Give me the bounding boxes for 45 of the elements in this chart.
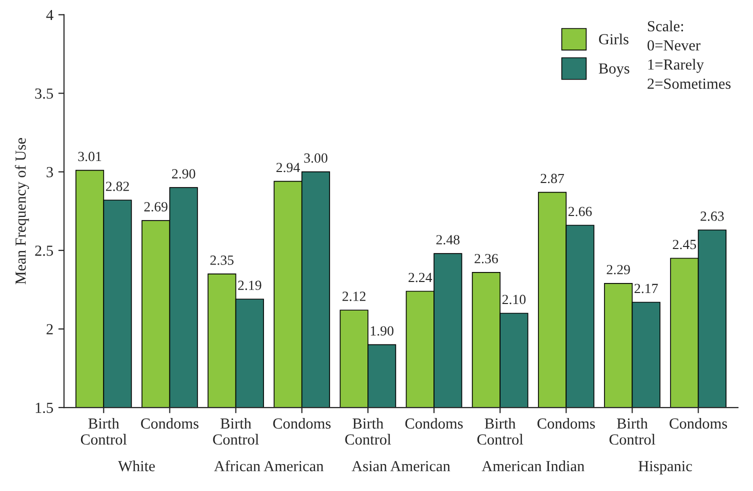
y-tick-label: 4	[46, 10, 54, 20]
x-tick-label: Birth Control	[345, 418, 391, 445]
data-label: 3.00	[304, 153, 328, 163]
text: Hispanic	[638, 461, 692, 474]
x-tick-label: Birth Control	[610, 418, 656, 445]
data-label: 2.19	[238, 280, 262, 290]
y-tick-label: 3	[46, 167, 53, 178]
data-label: 3.01	[78, 152, 102, 162]
text: American Indian	[482, 460, 584, 472]
data-label: 2.17	[634, 284, 658, 294]
y-tick-label: 2.5	[35, 246, 53, 256]
text: Asian American	[352, 461, 450, 472]
data-label: 2.69	[144, 202, 168, 212]
y-tick-label: 3.5	[35, 88, 53, 99]
data-label: 2.29	[606, 264, 630, 274]
data-label: 2.82	[106, 182, 129, 192]
data-label: 2.66	[568, 206, 592, 216]
x-tick-label: Condoms	[537, 418, 595, 429]
text: African American	[214, 460, 324, 472]
x-tick-label: Condoms	[273, 418, 331, 429]
data-label: 2.12	[342, 292, 366, 302]
data-label: 2.10	[502, 294, 526, 304]
x-tick-label: Condoms	[141, 418, 198, 429]
data-label: 2.45	[672, 240, 696, 250]
data-label: 2.63	[700, 212, 724, 221]
data-label: 2.35	[210, 256, 234, 265]
x-tick-label: Condoms	[670, 418, 728, 429]
data-label: 2.48	[436, 235, 460, 245]
x-tick-label: Birth Control	[80, 418, 127, 445]
y-tick-label: 2	[46, 324, 53, 334]
legend-label: Boys	[598, 63, 630, 77]
data-label: 2.36	[474, 254, 498, 264]
x-tick-label: Condoms	[405, 418, 463, 429]
text: White	[118, 460, 155, 472]
y-axis-title: Mean Frequency of Use	[14, 138, 29, 284]
y-tick-label: 1.5	[36, 402, 53, 414]
x-tick-label: Birth Control	[213, 418, 259, 445]
x-tick-label: Birth Control	[477, 418, 524, 445]
legend-label: Girls	[599, 34, 628, 44]
data-label: 2.87	[540, 174, 564, 184]
data-label: 1.90	[370, 326, 394, 336]
data-label: 2.94	[276, 162, 300, 172]
annotation: Scale: 0=Never 1=Rarely 2=Sometimes	[648, 20, 731, 89]
data-label: 2.24	[408, 272, 432, 282]
data-label: 2.90	[172, 169, 196, 179]
